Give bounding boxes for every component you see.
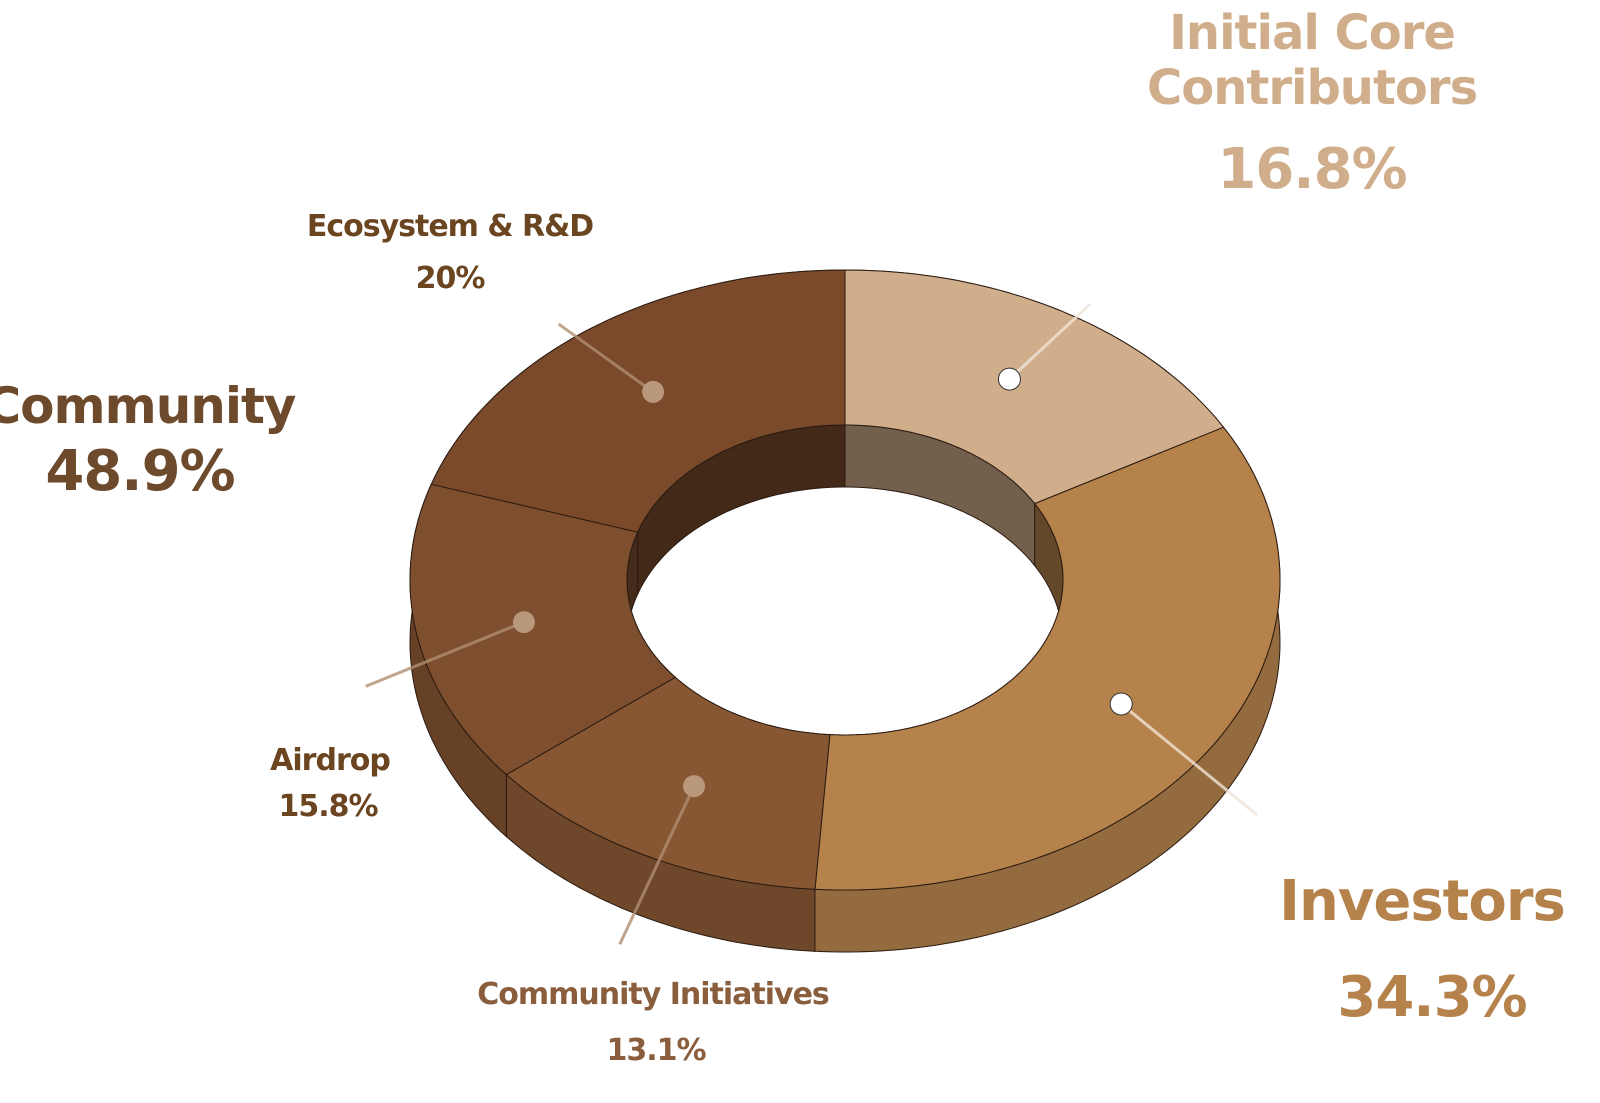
slice-label: Initial Core Contributors: [1147, 5, 1478, 117]
leader-dot: [683, 775, 706, 798]
slice-label: Community Initiatives: [477, 977, 830, 1012]
leader-dot: [642, 380, 665, 403]
slice-label: Airdrop: [270, 743, 391, 778]
leader-line: [1120, 702, 1259, 817]
leader-dot: [997, 367, 1021, 391]
leader-line: [557, 322, 654, 394]
group-label: Community: [0, 377, 297, 435]
slice-label: Ecosystem & R&D: [306, 209, 594, 244]
leader-line: [365, 620, 525, 688]
slice-value: 15.8%: [278, 789, 378, 824]
slice-value: 13.1%: [606, 1033, 706, 1068]
leader-line: [1008, 302, 1092, 381]
leader-line: [618, 785, 696, 945]
slice-label: Investors: [1279, 869, 1566, 934]
slice-value: 16.8%: [1217, 137, 1407, 202]
leader-dot: [512, 611, 535, 634]
slice-value: 20%: [415, 261, 486, 296]
slice-value: 34.3%: [1337, 965, 1527, 1030]
leader-dot: [1109, 692, 1133, 716]
slice: [430, 269, 846, 533]
group-value: 48.9%: [45, 439, 235, 504]
